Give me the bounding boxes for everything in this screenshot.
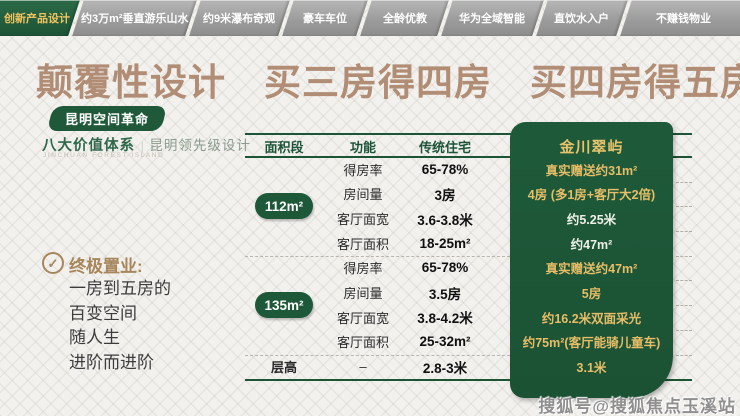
table-top-rule xyxy=(245,133,692,135)
area-badge-112: 112m² xyxy=(255,193,313,219)
traditional-cell: 3.5房 xyxy=(428,286,462,302)
col-header-function: 功能 xyxy=(349,139,376,155)
nav-tab-label: 直饮水入户 xyxy=(554,13,610,25)
nav-tab-label: 创新产品设计 xyxy=(4,13,71,25)
badge-label: 昆明空间革命 xyxy=(65,112,150,127)
project-cell: 真实赠送约47m² xyxy=(545,262,638,277)
table-header-rule xyxy=(245,156,692,158)
project-cell: 约16.2米双面采光 xyxy=(541,311,642,326)
row-label-cell: 层高 xyxy=(270,360,297,376)
col-header-traditional: 传统住宅 xyxy=(418,139,471,155)
space-revolution-badge: 昆明空间革命 xyxy=(46,106,168,131)
table-row: 客厅面宽 3.6-3.8米 约5.25米 xyxy=(245,206,692,231)
nav-tab-drinking-water[interactable]: 直饮水入户 xyxy=(536,0,628,36)
nav-tab-education[interactable]: 全龄优教 xyxy=(360,0,450,36)
function-cell: 客厅面宽 xyxy=(336,212,389,228)
row-tick xyxy=(676,182,692,183)
ultimate-home-title: 终极置业: xyxy=(69,257,143,276)
table-bottom-rule xyxy=(245,379,692,381)
row-tick xyxy=(676,206,692,207)
function-cell: 客厅面积 xyxy=(336,335,389,351)
ultimate-line: 随人生 xyxy=(69,328,120,347)
page-title: 颠覆性设计 买三房得四房 买四房得五房 xyxy=(36,63,740,104)
traditional-cell: 3.6-3.8米 xyxy=(417,212,473,228)
nav-tab-label: 豪车车位 xyxy=(303,13,348,25)
row-tick xyxy=(676,330,692,331)
check-circle-icon: ✓ xyxy=(42,252,64,274)
project-cell: 4房 (多1房+客厅大2倍) xyxy=(527,188,656,203)
row-tick xyxy=(676,256,692,257)
nav-tab-label: 华为全域智能 xyxy=(459,13,526,25)
ultimate-home-text: 一房到五房的 百变空间 随人生 进阶而进阶 xyxy=(69,277,171,375)
function-cell: – xyxy=(359,359,367,375)
nav-tab-innovative-design[interactable]: 创新产品设计 xyxy=(0,0,80,36)
traditional-cell: 65-78% xyxy=(421,260,469,276)
table-row: 客厅面积 25-32m² 约75m²(客厅能骑儿童车) xyxy=(245,330,692,355)
value-system-sub: 昆明领先级设计 xyxy=(149,138,251,153)
project-column-panel xyxy=(510,122,673,398)
table-row: 客厅面宽 3.8-4.2米 约16.2米双面采光 xyxy=(245,305,692,330)
table-row: 客厅面积 18-25m² 约47m² xyxy=(245,231,692,256)
ultimate-line: 百变空间 xyxy=(69,303,137,323)
nav-tab-vertical-park[interactable]: 约3万m²垂直游乐山水 xyxy=(72,0,198,36)
value-system-label: 八大价值体系 xyxy=(42,138,135,154)
traditional-cell: 18-25m² xyxy=(419,235,471,251)
function-cell: 客厅面积 xyxy=(336,236,389,252)
comparison-table: 得房率 65-78% 真实赠送约31m² 房间量 3房 4房 (多1房+客厅大2… xyxy=(245,157,692,379)
table-row: 房间量 3.5房 5房 xyxy=(245,280,692,305)
project-cell: 约75m²(客厅能骑儿童车) xyxy=(522,336,661,351)
nav-tab-label: 不赚钱物业 xyxy=(655,13,711,25)
function-cell: 房间量 xyxy=(343,286,383,302)
col-header-area: 面积段 xyxy=(264,139,304,155)
row-tick xyxy=(676,280,692,281)
nav-tab-label: 约9米瀑布奇观 xyxy=(203,13,276,25)
function-cell: 客厅面宽 xyxy=(336,310,389,326)
check-glyph: ✓ xyxy=(47,255,59,271)
function-cell: 房间量 xyxy=(343,187,383,203)
traditional-cell: 3房 xyxy=(434,187,456,203)
nav-tab-parking[interactable]: 豪车车位 xyxy=(282,0,368,36)
nav-tab-property[interactable]: 不赚钱物业 xyxy=(620,0,740,36)
traditional-cell: 25-32m² xyxy=(419,334,471,350)
project-cell: 3.1米 xyxy=(576,361,607,376)
nav-tab-label: 全龄优教 xyxy=(382,13,427,25)
row-tick xyxy=(676,355,692,356)
nav-tab-huawei-smart[interactable]: 华为全域智能 xyxy=(441,0,544,36)
traditional-cell: 65-78% xyxy=(421,161,469,177)
section-divider xyxy=(245,355,510,356)
row-tick xyxy=(676,305,692,306)
table-row: 房间量 3房 4房 (多1房+客厅大2倍) xyxy=(245,182,692,207)
table-row: 得房率 65-78% 真实赠送约31m² xyxy=(245,157,692,182)
project-cell: 5房 xyxy=(581,287,602,302)
ultimate-line: 一房到五房的 xyxy=(69,279,171,298)
nav-tab-waterfall[interactable]: 约9米瀑布奇观 xyxy=(189,0,290,36)
function-cell: 得房率 xyxy=(343,162,383,178)
ultimate-line: 进阶而进阶 xyxy=(69,352,154,372)
traditional-cell: 3.8-4.2米 xyxy=(417,311,473,327)
top-nav: 创新产品设计 约3万m²垂直游乐山水 约9米瀑布奇观 豪车车位 全龄优教 华为全… xyxy=(0,0,740,36)
sohu-watermark: 搜狐号@搜狐焦点玉溪站 xyxy=(538,397,736,416)
area-badge-135: 135m² xyxy=(255,292,313,318)
divider: | xyxy=(141,139,144,153)
table-row-floor-height: 层高 – 2.8-3米 3.1米 xyxy=(245,354,692,379)
value-system-english: JINCHUAN FOREST ISLAND xyxy=(43,152,165,159)
row-tick xyxy=(676,231,692,232)
function-cell: 得房率 xyxy=(343,261,383,277)
project-cell: 约47m² xyxy=(570,237,613,252)
traditional-cell: 2.8-3米 xyxy=(422,360,468,376)
value-system-line: 八大价值体系 | 昆明领先级设计 xyxy=(42,134,251,155)
col-header-project: 金川翠屿 xyxy=(559,138,624,156)
project-cell: 约5.25米 xyxy=(566,213,617,228)
nav-tab-label: 约3万m²垂直游乐山水 xyxy=(80,13,189,25)
table-row: 得房率 65-78% 真实赠送约47m² xyxy=(245,256,692,281)
section-divider xyxy=(245,256,510,257)
project-cell: 真实赠送约31m² xyxy=(545,163,638,178)
